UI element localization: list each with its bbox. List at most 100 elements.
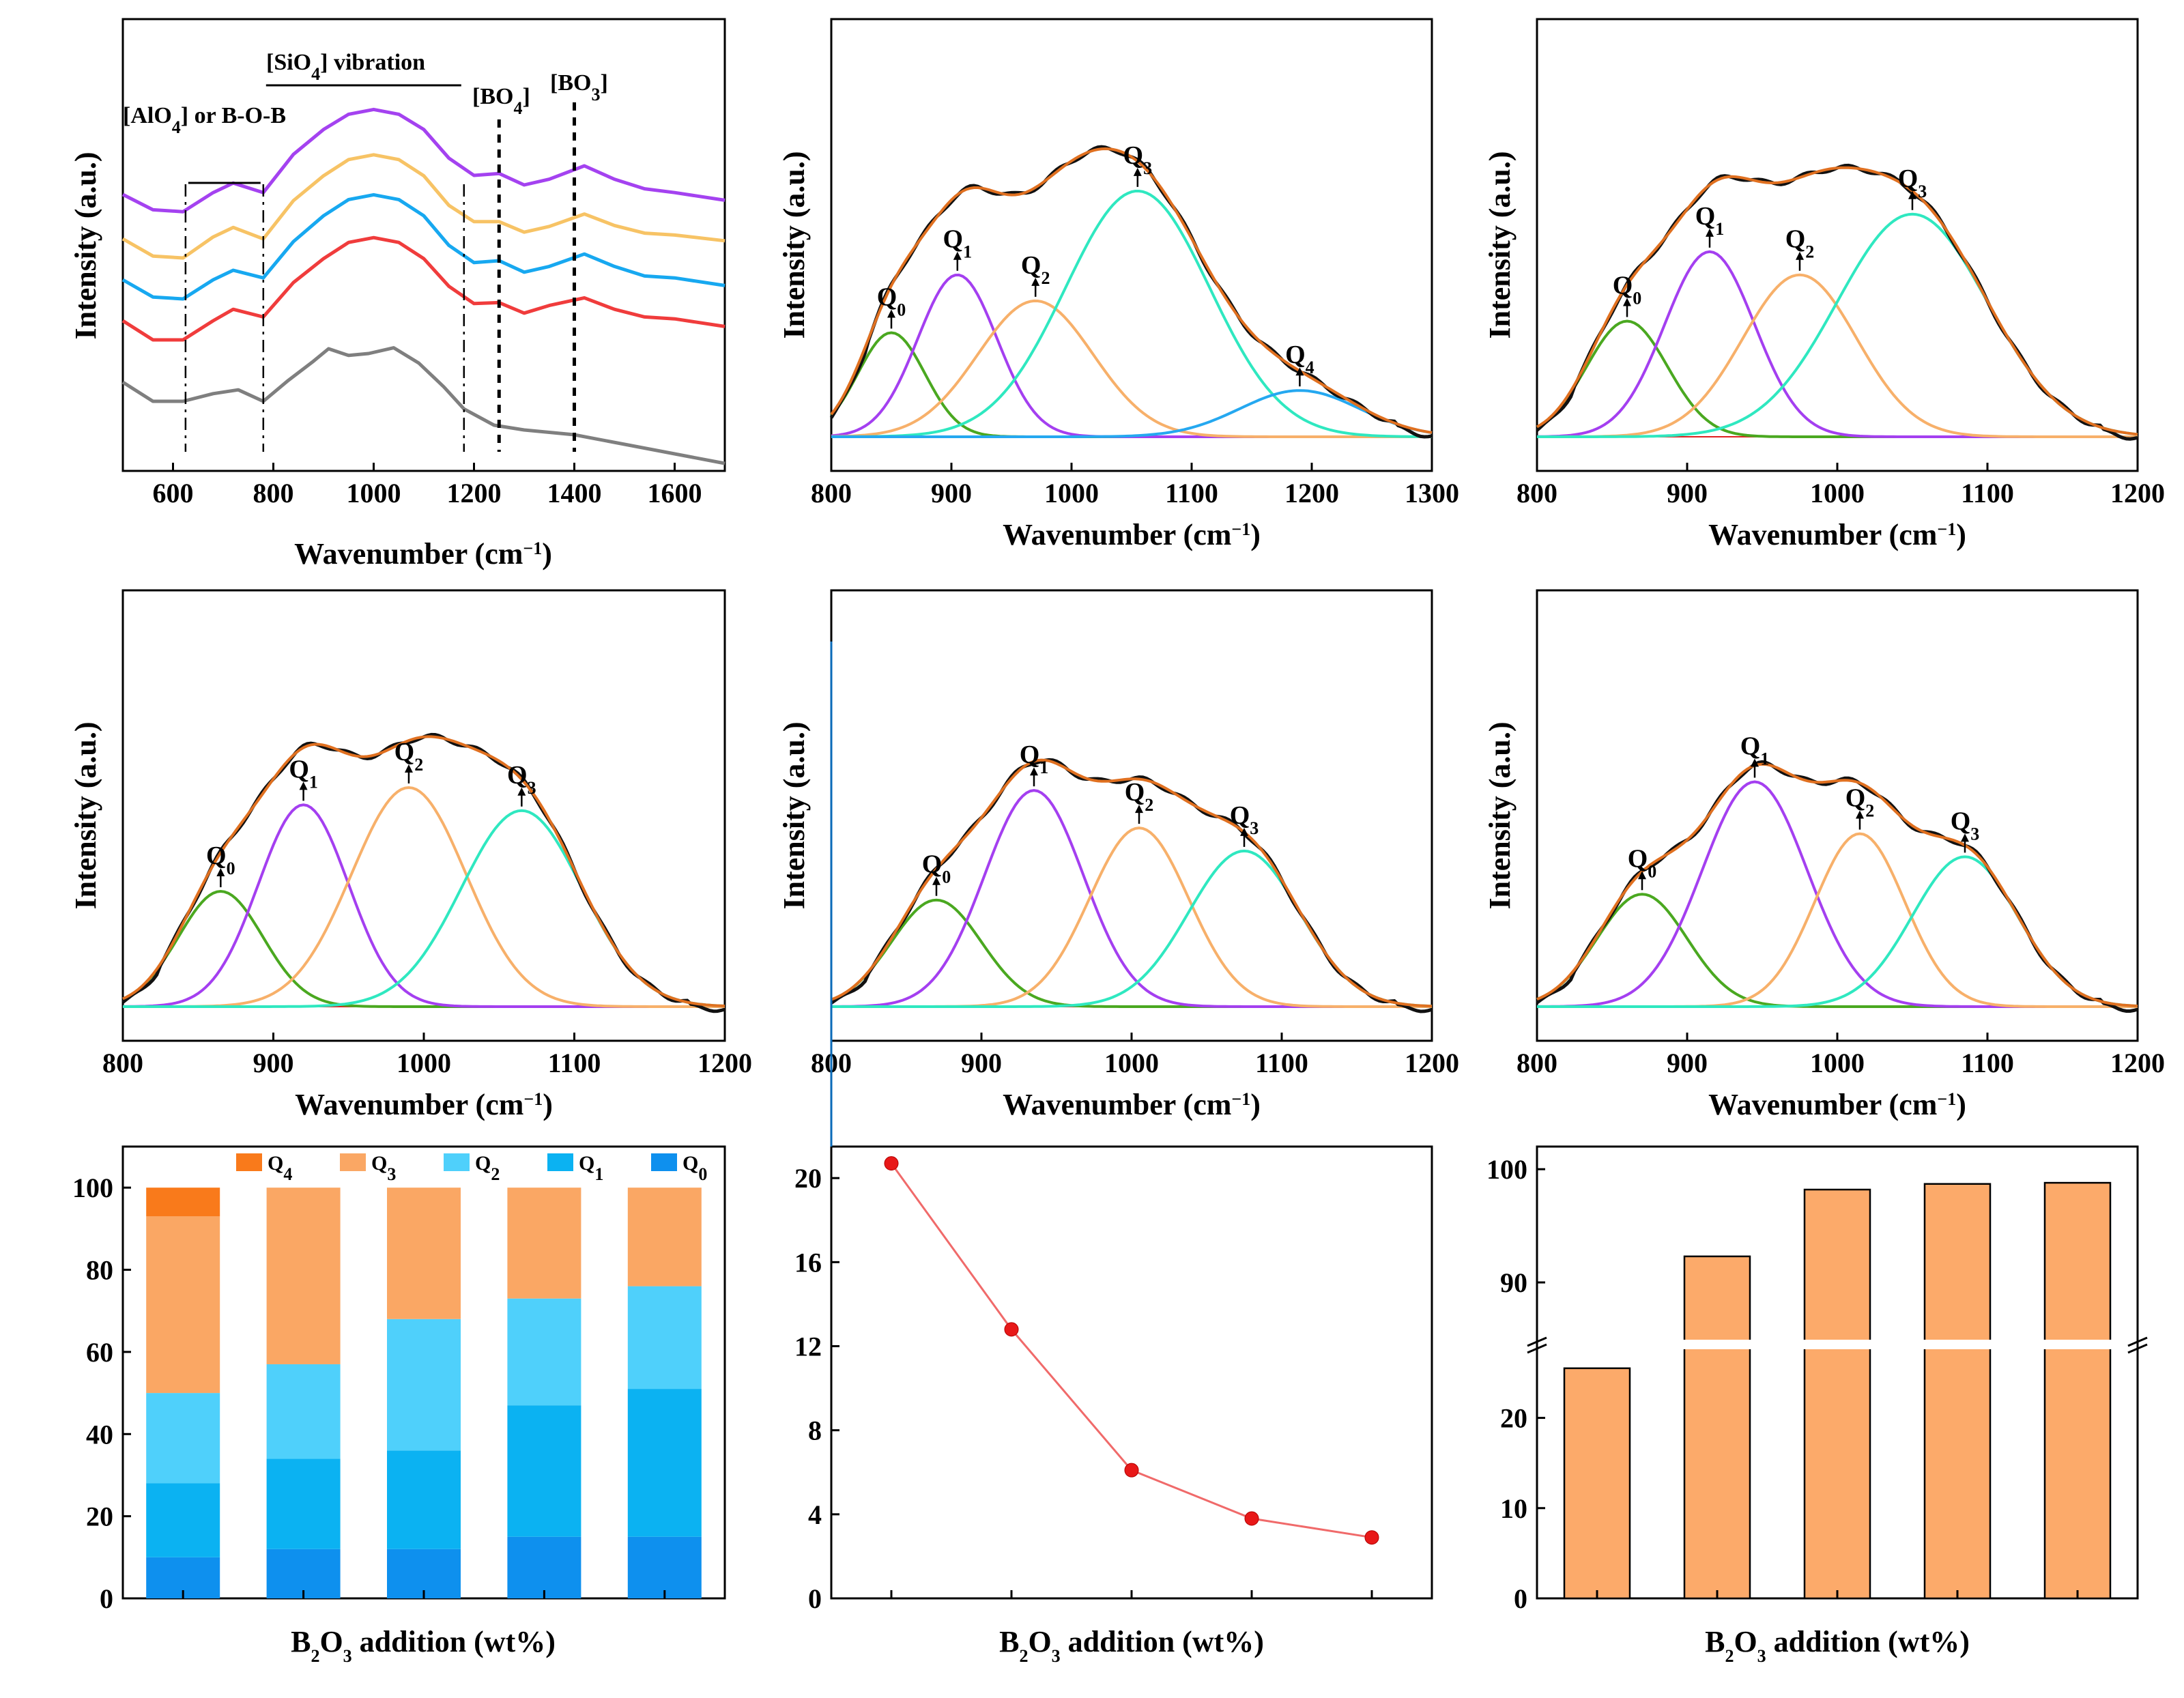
legend-label-Q3: Q3 [371, 1152, 396, 1184]
bar-Q0-4 [627, 1536, 702, 1598]
bar-Q2-4 [627, 1286, 702, 1390]
panel-d-peak-label-Q1: Q1 [1740, 732, 1770, 769]
bar-Q1-0 [146, 1483, 220, 1557]
panel-h-xlabel: B2O3 addition (wt%) [999, 1625, 1264, 1666]
bar-Q3-3 [507, 1188, 581, 1299]
viscosity-point [1244, 1511, 1259, 1526]
panel-c-peak-Q2 [1537, 273, 2138, 438]
panel-a-tick-label: 1400 [547, 478, 602, 508]
panel-b-xlabel: Wavenumber (cm−1) [1003, 518, 1261, 551]
panel-d-arrowhead-Q0 [1638, 871, 1646, 880]
panel-e-tick-label: 1200 [1405, 1048, 1459, 1078]
axis-break-mark [2127, 1343, 2148, 1354]
axis-break-mark [1527, 1343, 1547, 1354]
axis-break-band [1538, 1340, 2136, 1349]
bar-Q4-0 [146, 1188, 220, 1217]
viscosity-point [884, 1156, 899, 1171]
panel-f-fit-envelope [122, 735, 725, 1007]
panel-a-tick-label: 1600 [648, 478, 702, 508]
panel-b-frame [830, 18, 1433, 472]
panel-d-arrowhead-Q3 [1961, 833, 1969, 842]
panel-b-peak-Q4 [831, 389, 1433, 438]
panel-f-ylabel: Intensity (a.u.) [69, 721, 102, 909]
panel-e-tick-label: 1000 [1104, 1048, 1159, 1078]
panel-b-tick-label: 900 [931, 478, 972, 508]
series-2.5%-line [121, 235, 725, 342]
panel-d-tick-label: 1100 [1961, 1048, 2014, 1078]
bar-Q3-0 [146, 1216, 220, 1394]
bar-Q3-1 [266, 1188, 341, 1364]
panel-g-ytick-label: 40 [86, 1419, 113, 1450]
annot-bo4: [BO4] [472, 84, 530, 118]
legend-swatch-Q4 [236, 1153, 262, 1171]
panel-f-arrowhead-Q2 [404, 764, 413, 773]
panel-b-peak-label-Q2: Q2 [1021, 251, 1050, 288]
panel-e-tick-label: 900 [961, 1048, 1002, 1078]
panel-g-ytick-label: 60 [86, 1337, 113, 1368]
panel-a-frame [121, 18, 726, 472]
panel-i-xlabel: B2O3 addition (wt%) [1705, 1625, 1970, 1666]
panel-c-peak-label-Q0: Q0 [1613, 272, 1642, 308]
legend-label-Q0: Q0 [682, 1152, 707, 1184]
panel-d-peak-label-Q3: Q3 [1951, 807, 1980, 844]
panel-i-ytick-label: 100 [1486, 1154, 1527, 1185]
panel-d-arrowhead-Q2 [1856, 810, 1864, 819]
annot-sio4: [SiO4] vibration [266, 50, 425, 84]
series-10%-line [121, 107, 725, 214]
panel-d-peak-label-Q2: Q2 [1845, 784, 1875, 821]
viscosity-point [1004, 1322, 1019, 1337]
panel-f-peak-label-Q2: Q2 [394, 738, 424, 775]
panel-b-arrowhead-Q0 [887, 309, 895, 318]
panel-b-ylabel: Intensity (a.u.) [777, 151, 811, 339]
panel-h-ytick-label: 0 [808, 1583, 822, 1614]
panel-g-xlabel: B2O3 addition (wt%) [291, 1625, 556, 1666]
panel-a-tick-label: 800 [253, 478, 294, 508]
bar-Q0-1 [266, 1549, 341, 1598]
panel-f-xlabel: Wavenumber (cm−1) [295, 1088, 553, 1121]
panel-b-peak-label-Q3: Q3 [1123, 141, 1153, 178]
panel-e-xlabel: Wavenumber (cm−1) [1003, 1088, 1261, 1121]
panel-e-arrowhead-Q3 [1240, 827, 1248, 836]
panel-b-peak-label-Q4: Q4 [1285, 341, 1314, 377]
bar-Q0-2 [387, 1549, 461, 1598]
panel-f-arrowhead-Q1 [299, 781, 308, 790]
legend-label-Q2: Q2 [475, 1152, 500, 1184]
panel-d-arrowhead-Q1 [1751, 758, 1759, 767]
panel-c-tick-label: 1000 [1810, 478, 1865, 508]
panel-h-ytick-label: 4 [808, 1499, 822, 1530]
panel-c-xlabel: Wavenumber (cm−1) [1708, 518, 1966, 551]
legend-swatch-Q1 [547, 1153, 573, 1171]
panel-f-tick-label: 1200 [698, 1048, 752, 1078]
panel-c-tick-label: 900 [1667, 478, 1708, 508]
amorphous-bar-2 [1803, 1188, 1871, 1600]
panel-b-arrowhead-Q2 [1031, 277, 1040, 286]
bar-Q3-2 [387, 1188, 461, 1319]
panel-i-ytick-label: 10 [1500, 1493, 1527, 1524]
panel-f-peak-label-Q1: Q1 [289, 755, 318, 792]
panel-i-ytick-label: 20 [1500, 1403, 1527, 1434]
panel-f-tick-label: 800 [102, 1048, 143, 1078]
panel-e-tick-label: 1100 [1255, 1048, 1308, 1078]
panel-e-arrowhead-Q2 [1135, 805, 1143, 814]
panel-i-ytick-label: 0 [1514, 1583, 1527, 1614]
panel-b-peak-Q3 [831, 190, 1432, 438]
axis-break-mark [2127, 1336, 2148, 1347]
panel-h-ytick-label: 8 [808, 1415, 822, 1446]
bar-Q1-4 [627, 1389, 702, 1537]
legend-swatch-Q2 [444, 1153, 470, 1171]
legend-swatch-Q3 [340, 1153, 366, 1171]
legend-label-Q4: Q4 [268, 1152, 292, 1184]
panel-b-arrowhead-Q1 [953, 251, 962, 260]
panel-e-arrowhead-Q0 [932, 876, 940, 885]
bar-Q2-1 [266, 1364, 341, 1459]
panel-b-tick-label: 1100 [1165, 478, 1218, 508]
panel-f-arrowhead-Q0 [216, 868, 225, 877]
panel-e-fit-envelope [831, 758, 1433, 1008]
panel-b-peak-label-Q1: Q1 [943, 225, 973, 262]
panel-e-ylabel: Intensity (a.u.) [777, 721, 811, 909]
panel-a-tick-label: 1000 [347, 478, 401, 508]
panel-a-xlabel: Wavenumber (cm−1) [294, 537, 552, 571]
panel-d-tick-label: 1000 [1810, 1048, 1865, 1078]
panel-e-peak-label-Q1: Q1 [1020, 740, 1049, 777]
panel-a-tick-label: 600 [153, 478, 194, 508]
